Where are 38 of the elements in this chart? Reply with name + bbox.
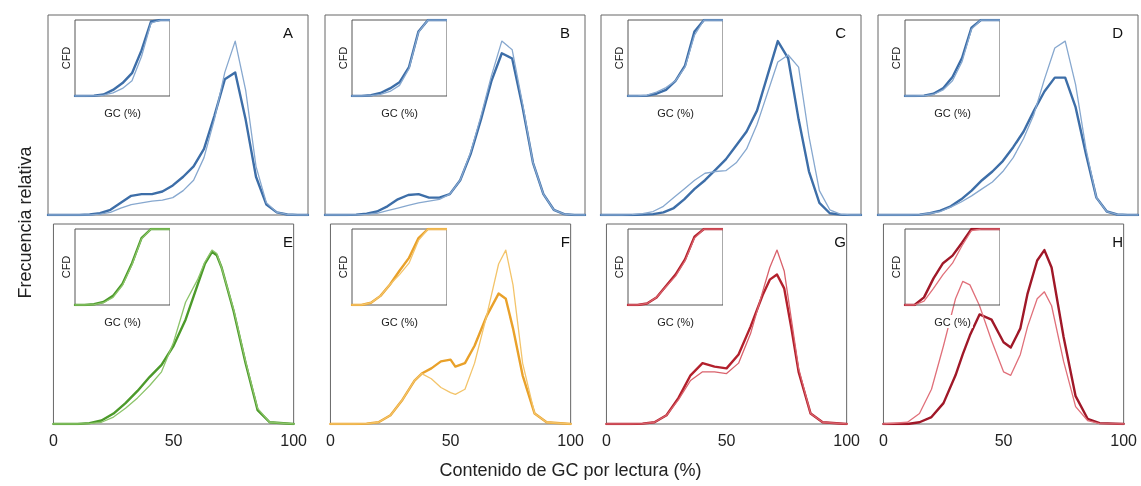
x-axis-title: GC (%): [934, 106, 971, 119]
chart-title: E: [283, 233, 294, 250]
x-axis-title: GC (%): [657, 106, 695, 119]
x-axis-title: GC (%): [934, 315, 971, 328]
x-axis-title: GC (%): [380, 315, 418, 328]
x-axis-title: GC (%): [380, 106, 418, 119]
y-axis-title: CFD: [889, 46, 902, 70]
x-tick-label: 0: [49, 431, 58, 449]
x-axis-title: GC (%): [657, 315, 695, 328]
y-axis-title: CFD: [59, 255, 72, 279]
x-axis-title: GC (%): [104, 106, 141, 119]
y-axis-title: CFD: [612, 255, 625, 279]
chart-title: C: [835, 24, 847, 41]
x-tick-label: 50: [441, 431, 460, 449]
chart-title: D: [1112, 24, 1124, 41]
y-axis-title: CFD: [336, 255, 349, 279]
x-tick-label: 0: [879, 431, 889, 449]
y-axis-title: CFD: [59, 46, 72, 70]
x-tick-label: 100: [556, 431, 584, 449]
y-axis-title: Frecuencia relativa: [14, 145, 36, 301]
chart-title: H: [1112, 233, 1124, 250]
x-tick-label: 100: [1110, 431, 1138, 449]
chart-title: B: [559, 24, 570, 41]
x-tick-label: 50: [718, 431, 736, 449]
chart-title: A: [283, 24, 294, 41]
x-tick-label: 50: [994, 431, 1013, 449]
x-tick-label: 100: [833, 431, 861, 449]
chart-title: G: [834, 233, 847, 250]
chart-title: F: [560, 233, 570, 250]
x-tick-label: 0: [602, 431, 612, 449]
y-axis-title: CFD: [889, 255, 902, 279]
x-tick-label: 0: [325, 431, 335, 449]
y-axis-title: CFD: [336, 46, 349, 70]
text: Contenido de GC por lectura (%): [438, 460, 703, 481]
x-axis-title: GC (%): [104, 315, 141, 328]
x-tick-label: 50: [164, 431, 183, 449]
y-axis-title: CFD: [612, 46, 625, 70]
x-tick-label: 100: [280, 431, 308, 449]
